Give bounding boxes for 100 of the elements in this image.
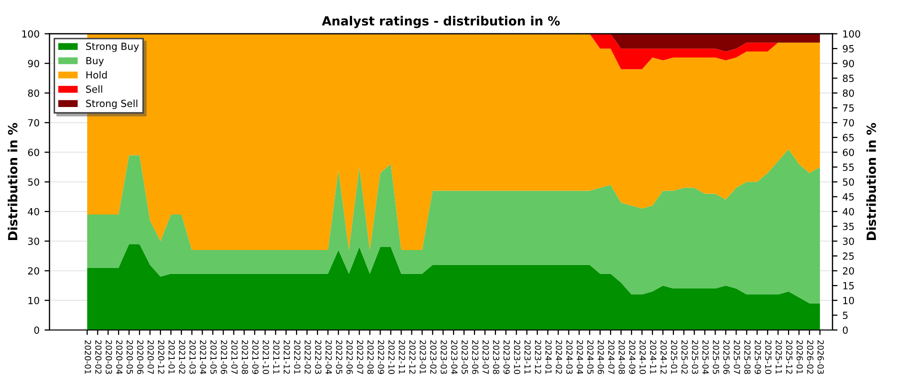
x-tick-label: 2021-03 [189,340,196,374]
y-tick-label: 100 [22,30,40,38]
x-tick-label: 2021-07 [231,340,238,374]
x-tick-label: 2020-12 [158,340,164,374]
x-tick-label: 2025-07 [734,340,740,374]
x-tick-label: 2023-05 [462,340,468,374]
x-tick-label: 2024-03 [566,340,573,374]
x-tick-label: 2022-01 [294,340,300,374]
y2-tick-label: 25 [842,252,854,260]
y2-tick-label: 80 [842,89,854,97]
x-tick-label: 2022-08 [367,340,374,374]
x-tick-label: 2023-03 [440,340,447,374]
x-tick-label: 2021-11 [273,340,280,374]
x-tick-label: 2022-03 [315,340,322,374]
x-tick-label: 2024-05 [587,340,594,374]
y2-tick-label: 100 [843,30,860,38]
x-tick-label: 2026-02 [807,340,814,374]
x-tick-label: 2021-08 [242,340,248,374]
x-tick-label: 2025-11 [776,340,782,374]
x-tick-label: 2021-10 [262,340,270,374]
x-tick-label: 2022-09 [378,340,384,374]
y2-tick-label: 65 [842,134,854,142]
y-axis-title: Distribution in % [8,123,18,240]
y-tick-label: 90 [28,60,40,68]
y2-tick-label: 95 [842,45,854,52]
x-tick-label: 2023-10 [514,340,520,374]
y2-tick-label: 55 [842,164,854,171]
x-tick-label: 2023-11 [524,340,531,374]
x-tick-label: 2023-09 [503,340,510,374]
y-tick-label: 40 [28,208,40,216]
x-tick-label: 2024-11 [650,340,656,374]
x-tick-label: 2021-06 [220,340,228,374]
x-tick-label: 2021-01 [168,340,175,374]
x-tick-label: 2020-06 [137,340,144,374]
x-tick-label: 2025-02 [681,340,688,374]
x-tick-label: 2024-02 [556,340,562,374]
y-tick-label: 30 [28,238,40,245]
x-tick-label: 2020-01 [84,340,92,374]
x-tick-label: 2025-08 [744,340,751,374]
x-tick-label: 2020-02 [95,340,102,374]
x-tick-label: 2021-04 [200,340,206,374]
x-tick-label: 2021-09 [252,340,259,374]
x-tick-label: 2025-10 [765,340,772,374]
x-tick-label: 2026-03 [818,340,824,374]
x-tick-label: 2025-06 [723,340,730,374]
y2-tick-label: 15 [843,282,854,290]
y2-tick-label: 50 [842,178,854,186]
x-tick-label: 2024-01 [545,340,552,374]
x-tick-label: 2022-11 [398,340,406,374]
legend-label: Sell [86,85,102,93]
y2-tick-label: 5 [842,312,848,320]
y-tick-label: 20 [28,267,40,275]
y-tick-label: 10 [28,296,40,304]
x-tick-label: 2021-02 [178,340,186,374]
x-tick-label: 2025-05 [712,340,720,374]
x-tick-label: 2021-05 [210,340,217,374]
y-tick-label: 60 [28,148,40,156]
x-tick-label: 2024-07 [608,340,614,374]
y-tick-label: 0 [34,326,40,334]
x-tick-label: 2024-10 [640,340,646,374]
y-tick-label: 50 [28,178,40,186]
x-tick-label: 2020-05 [126,340,133,374]
x-tick-label: 2025-09 [754,340,762,374]
x-tick-label: 2023-01 [420,340,426,374]
y2-tick-label: 35 [842,222,854,230]
x-tick-label: 2020-07 [148,340,154,374]
x-tick-label: 2024-12 [660,340,667,374]
y2-tick-label: 0 [842,326,848,334]
x-tick-label: 2025-04 [702,340,709,374]
y2-tick-label: 90 [842,60,854,68]
x-tick-label: 2023-08 [493,340,500,374]
chart-title: Analyst ratings - distribution in % [322,16,560,28]
x-tick-label: 2025-01 [670,340,678,374]
y2-tick-label: 75 [843,104,854,112]
x-tick-label: 2022-12 [409,340,416,374]
x-tick-label: 2023-06 [472,340,478,374]
legend-label: Hold [86,71,107,79]
y-tick-label: 80 [28,89,40,97]
y2-tick-label: 85 [842,74,854,82]
x-tick-label: 2023-02 [430,340,437,374]
x-tick-label: 2020-04 [116,340,122,374]
x-tick-label: 2025-03 [692,340,698,374]
y2-tick-label: 45 [842,193,854,201]
x-tick-label: 2025-12 [786,340,792,374]
x-tick-label: 2022-04 [326,340,332,374]
y2-axis-title: Distribution in % [866,123,876,240]
y2-tick-label: 70 [843,119,854,126]
x-tick-label: 2021-12 [284,340,290,374]
x-tick-label: 2024-09 [629,340,636,374]
x-tick-label: 2022-05 [336,340,342,374]
y-tick-label: 70 [28,119,40,126]
x-tick-label: 2024-06 [598,340,604,374]
x-tick-label: 2022-07 [356,340,364,374]
x-tick-label: 2022-06 [346,340,353,374]
x-tick-label: 2026-01 [796,340,803,374]
x-tick-label: 2024-04 [576,340,584,374]
y2-tick-label: 20 [842,267,854,275]
y2-tick-label: 60 [842,148,854,156]
x-tick-label: 2024-08 [618,340,625,374]
legend-label: Strong Buy [86,42,139,52]
